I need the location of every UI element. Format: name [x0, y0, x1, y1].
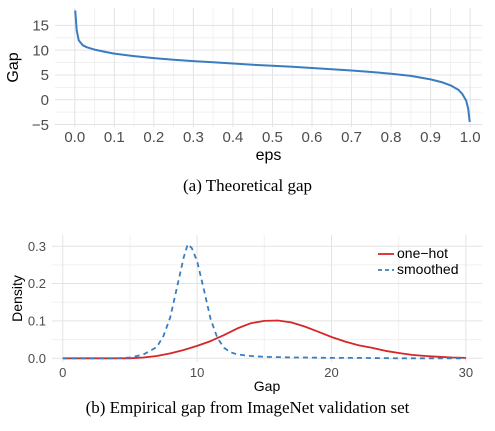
y-tick-label: 0 — [41, 92, 49, 109]
x-tick-label: 0.2 — [143, 129, 164, 146]
x-tick-label: 0.9 — [420, 129, 441, 146]
x-tick-label: 0 — [59, 365, 66, 380]
x-tick-label: 0.1 — [104, 129, 125, 146]
x-axis-title: eps — [256, 147, 282, 164]
y-axis-title: Density — [9, 275, 25, 322]
y-tick-label: 0.1 — [28, 313, 46, 328]
empirical-gap-chart: 0 10 20 30 0.0 0.1 0.2 0.3 Gap Density one−hotsmoo… — [9, 235, 482, 394]
legend-label: one−hot — [397, 245, 448, 261]
x-tick-label: 20 — [324, 365, 338, 380]
series-line-onehot — [62, 319, 466, 360]
theoretical-gap-chart: 0.0 0.1 0.2 0.3 0.4 0.5 0.6 0.7 0.8 0.9 1.0 −5 0 5 10 1… — [5, 8, 482, 164]
y-tick-label: −5 — [32, 117, 49, 134]
y-tick-label: 5 — [41, 67, 49, 84]
x-axis-title: Gap — [254, 378, 281, 394]
y-tick-label: 0.0 — [28, 351, 46, 366]
series-line-smoothed — [62, 243, 466, 360]
x-tick-label: 0.0 — [64, 129, 85, 146]
series-line-0 — [74, 10, 471, 123]
plot-area — [52, 235, 482, 362]
x-tick-label: 0.7 — [341, 129, 362, 146]
x-tick-label: 1.0 — [460, 129, 481, 146]
y-tick-label: 0.2 — [28, 276, 46, 291]
legend-label: smoothed — [397, 261, 458, 277]
x-tick-label: 0.4 — [222, 129, 243, 146]
y-tick-label: 15 — [32, 18, 49, 35]
y-tick-label: 0.3 — [28, 239, 46, 254]
x-tick-label: 0.5 — [262, 129, 283, 146]
x-tick-label: 10 — [190, 365, 204, 380]
x-tick-label: 0.3 — [183, 129, 204, 146]
x-tick-label: 30 — [459, 365, 473, 380]
y-tick-label: 10 — [32, 42, 49, 59]
caption-theoretical-gap: (a) Theoretical gap — [182, 176, 312, 195]
y-axis-title: Gap — [5, 52, 22, 82]
caption-empirical-gap: (b) Empirical gap from ImageNet validati… — [85, 398, 410, 417]
x-tick-label: 0.8 — [381, 129, 402, 146]
x-tick-label: 0.6 — [302, 129, 323, 146]
